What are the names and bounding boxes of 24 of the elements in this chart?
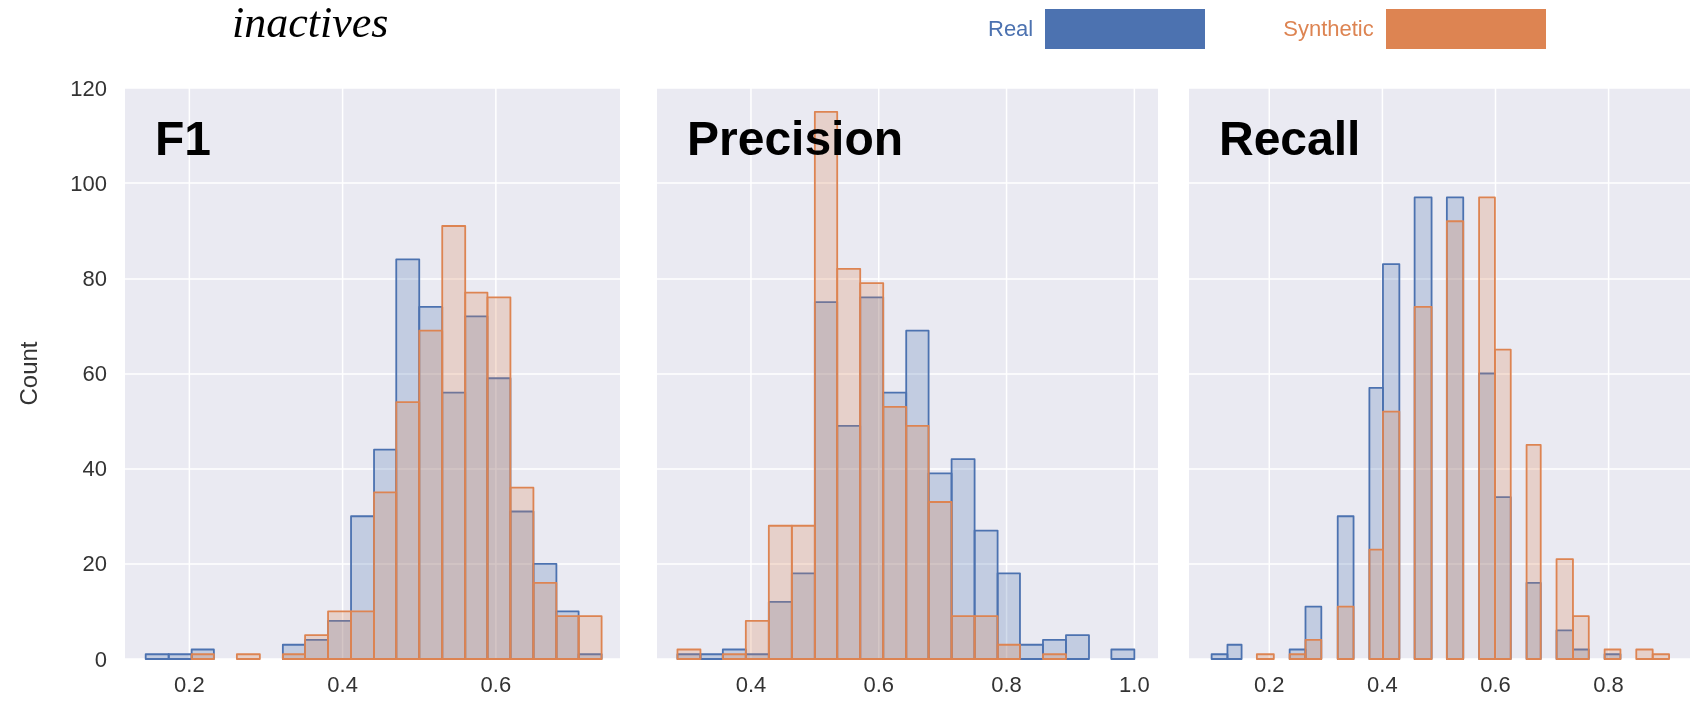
y-tick-label: 0	[94, 646, 107, 672]
y-tick-label: 120	[70, 75, 107, 101]
x-tick-label: 0.6	[480, 671, 512, 697]
y-tick-label: 40	[82, 456, 107, 482]
y-tick-label: 80	[82, 265, 107, 291]
x-tick-label: 0.8	[1593, 671, 1624, 697]
x-tick-label: 1.0	[1119, 671, 1150, 697]
x-tick-label: 0.4	[1367, 671, 1398, 697]
y-axis-title: Count	[14, 341, 42, 406]
y-tick-label: 60	[82, 361, 107, 386]
text: Recall	[1219, 111, 1361, 165]
text: Synthetic	[1283, 16, 1374, 42]
x-tick-label: 0.6	[1480, 671, 1511, 697]
text: F1	[155, 111, 212, 165]
y-tick-label: 100	[70, 170, 107, 196]
y-tick-label: 20	[82, 551, 107, 577]
x-tick-label: 0.2	[1254, 671, 1285, 697]
x-tick-label: 0.6	[863, 671, 895, 697]
x-tick-label: 0.8	[991, 671, 1022, 697]
x-tick-label: 0.2	[174, 671, 205, 697]
text: Real	[988, 16, 1034, 42]
x-tick-label: 0.4	[327, 671, 358, 697]
x-tick-label: 0.4	[735, 671, 767, 697]
text: inactives	[232, 0, 389, 47]
